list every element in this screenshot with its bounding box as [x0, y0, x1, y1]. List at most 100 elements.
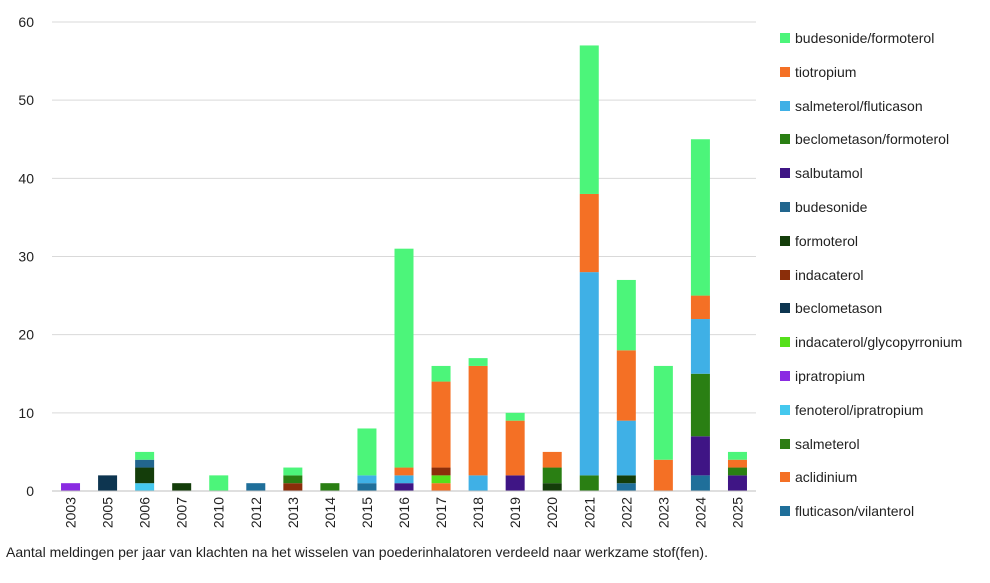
y-tick-label: 50	[18, 92, 34, 108]
x-tick-label: 2017	[433, 497, 449, 528]
bar-segment	[690, 295, 710, 320]
bar-segment	[431, 381, 451, 468]
bar-segment	[653, 459, 673, 491]
bar-segment	[320, 483, 340, 491]
bar-segment	[505, 412, 525, 421]
y-tick-label: 10	[18, 405, 34, 421]
bar-segment	[505, 475, 525, 491]
bar-segment	[727, 467, 747, 476]
legend-swatch	[780, 100, 790, 111]
x-tick-label: 2025	[729, 497, 745, 528]
legend-label: ipratropium	[795, 367, 866, 384]
x-tick-label: 2020	[544, 497, 560, 528]
bar-segment	[468, 358, 488, 366]
bar-segment	[431, 483, 451, 491]
chart-caption: Aantal meldingen per jaar van klachten n…	[6, 544, 708, 560]
legend-label: salmeterol	[795, 435, 860, 452]
legend-item: beclometason/formoterol	[780, 131, 985, 165]
x-tick-label: 2005	[100, 497, 116, 528]
bar-segment	[283, 483, 303, 491]
bar-segment	[616, 420, 636, 476]
bars	[61, 45, 747, 491]
x-axis-tick-labels: 2003 2005 2006 2007 2010 2012 2013 2014 2015 2016…	[63, 497, 746, 528]
bar-segment	[394, 483, 414, 491]
legend-swatch	[780, 337, 790, 348]
bar-segment	[357, 428, 377, 476]
bar-segment	[690, 319, 710, 374]
bar-segment	[394, 467, 414, 476]
legend: budesonide/formoterol tiotropium salmetero…	[780, 30, 985, 537]
bar-segment	[579, 272, 599, 476]
bar-segment	[98, 475, 118, 491]
legend-item: indacaterol/glycopyrronium	[780, 334, 985, 368]
legend-label: aclidinium	[795, 469, 858, 486]
x-tick-label: 2014	[322, 497, 338, 528]
legend-item: beclometason	[780, 300, 985, 334]
legend-item: fluticason/vilanterol	[780, 503, 985, 537]
bar-segment	[394, 248, 414, 468]
legend-label: beclometason	[795, 300, 883, 317]
x-tick-label: 2012	[248, 497, 264, 528]
bar-segment	[135, 451, 155, 460]
bar-segment	[690, 436, 710, 476]
bar-segment	[616, 279, 636, 351]
bar-segment	[616, 475, 636, 484]
bar-segment	[690, 373, 710, 437]
legend-item: tiotropium	[780, 64, 985, 98]
legend-item: budesonide	[780, 199, 985, 233]
bar-segment	[690, 475, 710, 491]
bar-segment	[616, 483, 636, 491]
bar-segment	[431, 475, 451, 484]
x-tick-label: 2023	[655, 497, 671, 528]
legend-swatch	[780, 269, 790, 280]
legend-item: salmeterol/fluticason	[780, 98, 985, 132]
legend-swatch	[780, 201, 790, 212]
legend-label: indacaterol	[795, 266, 864, 283]
bar-segment	[727, 475, 747, 491]
bar-segment	[283, 475, 303, 484]
legend-label: salmeterol/fluticason	[795, 97, 923, 114]
bar-segment	[579, 475, 599, 491]
bar-segment	[357, 475, 377, 484]
x-tick-label: 2003	[63, 497, 79, 528]
legend-swatch	[780, 472, 790, 483]
legend-label: fluticason/vilanterol	[795, 503, 915, 520]
legend-swatch	[780, 506, 790, 517]
legend-label: indacaterol/glycopyrronium	[795, 334, 963, 351]
legend-swatch	[780, 404, 790, 415]
legend-label: tiotropium	[795, 63, 857, 80]
legend-item: formoterol	[780, 233, 985, 267]
bar-segment	[690, 139, 710, 296]
legend-swatch	[780, 303, 790, 314]
legend-item: salbutamol	[780, 165, 985, 199]
legend-swatch	[780, 66, 790, 77]
bar-segment	[135, 467, 155, 484]
y-tick-label: 40	[18, 170, 34, 186]
legend-swatch	[780, 235, 790, 246]
bar-segment	[394, 475, 414, 484]
bar-segment	[468, 365, 488, 476]
x-tick-label: 2019	[507, 497, 523, 528]
y-axis-tick-labels: 0 10 20 30 40 50 60	[18, 14, 34, 499]
legend-item: aclidinium	[780, 469, 985, 503]
bar-segment	[505, 420, 525, 476]
x-tick-label: 2007	[174, 497, 190, 528]
x-tick-label: 2024	[692, 497, 708, 528]
bar-segment	[542, 483, 562, 491]
legend-label: budesonide/formoterol	[795, 30, 935, 46]
legend-item: salmeterol	[780, 436, 985, 470]
legend-item: indacaterol	[780, 267, 985, 301]
bar-segment	[431, 467, 451, 476]
y-tick-label: 30	[18, 249, 34, 265]
x-tick-label: 2010	[211, 497, 227, 528]
bar-segment	[431, 365, 451, 382]
legend-swatch	[780, 33, 790, 43]
legend-item: budesonide/formoterol	[780, 30, 985, 64]
x-tick-label: 2016	[396, 497, 412, 528]
legend-swatch	[780, 370, 790, 381]
legend-swatch	[780, 168, 790, 179]
legend-label: beclometason/formoterol	[795, 131, 950, 148]
y-tick-label: 0	[26, 483, 34, 499]
bar-segment	[727, 459, 747, 468]
x-tick-label: 2022	[618, 497, 634, 528]
